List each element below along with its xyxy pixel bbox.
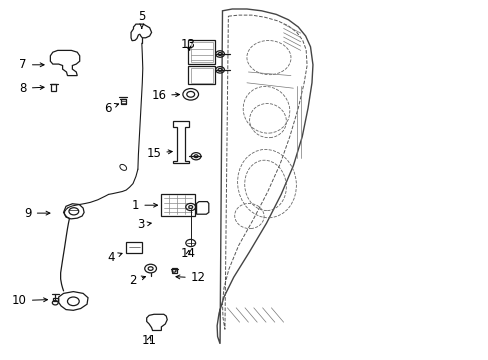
Bar: [172, 268, 176, 273]
Bar: [126, 242, 142, 253]
Text: 8: 8: [20, 82, 44, 95]
Text: 3: 3: [137, 219, 151, 231]
Text: 11: 11: [142, 334, 156, 347]
Text: 1: 1: [132, 199, 157, 212]
Bar: [188, 66, 215, 84]
Text: 7: 7: [20, 58, 44, 71]
Bar: [190, 68, 212, 83]
Text: 10: 10: [12, 294, 47, 307]
Bar: [53, 298, 58, 301]
Text: 12: 12: [176, 271, 205, 284]
Text: 9: 9: [24, 207, 50, 220]
Text: 5: 5: [138, 10, 145, 28]
Bar: [121, 99, 125, 104]
Text: 4: 4: [107, 251, 122, 264]
Text: 14: 14: [181, 247, 195, 260]
Text: 16: 16: [151, 89, 179, 102]
Text: 15: 15: [146, 147, 172, 159]
Bar: [188, 40, 215, 64]
Bar: [190, 42, 212, 62]
Bar: [51, 84, 56, 91]
Text: 2: 2: [129, 274, 145, 287]
Text: 6: 6: [104, 102, 119, 114]
Bar: [161, 194, 194, 216]
Text: 13: 13: [181, 39, 195, 51]
